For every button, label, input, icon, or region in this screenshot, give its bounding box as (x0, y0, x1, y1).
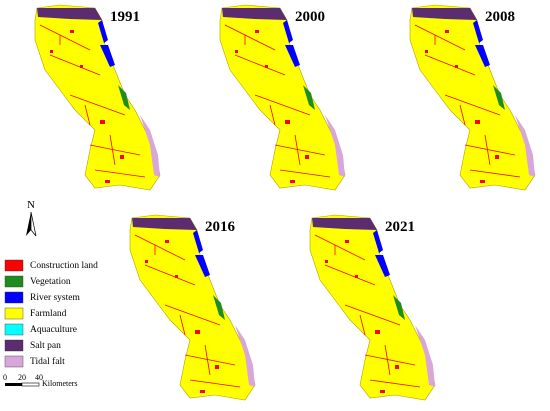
map-year: 2016 (205, 219, 236, 235)
legend-swatch (4, 275, 24, 288)
scale-tick: 0 (3, 373, 7, 382)
scale-tick: 20 (18, 373, 26, 382)
legend: Construction land Vegetation River system F… (4, 259, 98, 368)
map-year: 2000 (295, 9, 325, 25)
map-year: 2008 (485, 9, 515, 25)
legend-swatch (4, 355, 24, 368)
north-arrow: N (26, 199, 37, 237)
legend-swatch (4, 307, 24, 320)
north-label: N (27, 199, 35, 211)
map-year: 2021 (385, 219, 415, 235)
legend-label: Vegetation (30, 277, 71, 287)
scale-tick: 40 (35, 373, 43, 382)
legend-label: Farmland (30, 309, 67, 319)
land-use-map (219, 4, 346, 191)
map-year: 1991 (110, 9, 140, 25)
legend-label: Tidal falt (30, 356, 65, 367)
legend-swatch (4, 259, 24, 272)
legend-swatch (4, 339, 24, 352)
legend-label: River system (30, 293, 80, 303)
land-use-map (129, 214, 256, 401)
legend-label: Salt pan (30, 341, 61, 351)
legend-swatch (4, 291, 24, 304)
scale-unit: Kilometers (42, 379, 78, 388)
legend-label: Construction land (30, 261, 98, 271)
land-use-map (409, 4, 536, 191)
legend-swatch (4, 323, 24, 336)
legend-label: Aquaculture (30, 325, 77, 335)
land-use-map (309, 214, 436, 401)
scale-bar: 0 20 40 Kilometers (3, 373, 78, 388)
land-use-map (34, 4, 161, 191)
